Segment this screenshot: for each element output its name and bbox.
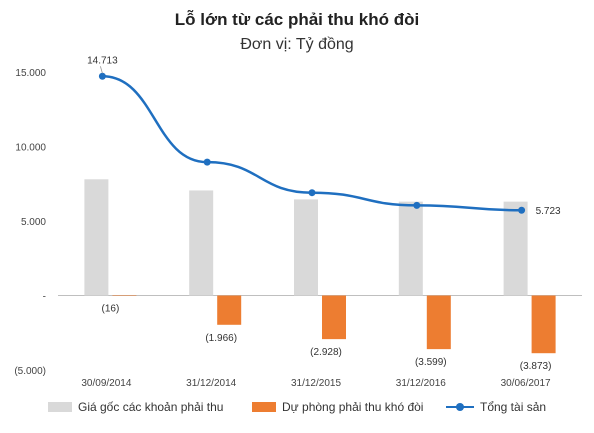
total-assets-point-4	[518, 206, 526, 214]
legend-item-cost: Giá gốc các khoản phải thu	[48, 400, 223, 414]
x-category-label-2: 31/12/2015	[291, 378, 341, 389]
chart-title: Lỗ lớn từ các phải thu khó đòi	[174, 10, 420, 29]
provision-data-label-3: (3.599)	[415, 357, 447, 368]
provision-data-label-1: (1.966)	[205, 333, 237, 344]
bar-provision-1	[217, 295, 242, 325]
bar-provision-0	[112, 295, 137, 296]
bar-cost-2	[294, 199, 318, 296]
total-assets-label-leader-0	[100, 66, 103, 74]
y-tick-label-3: -	[43, 292, 46, 303]
total-assets-line	[102, 75, 522, 212]
y-tick-label-1: 10.000	[15, 143, 46, 154]
provision-data-label-2: (2.928)	[310, 347, 342, 358]
legend-swatch-provision	[252, 402, 276, 412]
legend-item-provision: Dự phòng phải thu khó đòi	[252, 400, 423, 414]
legend-label-cost: Giá gốc các khoản phải thu	[78, 400, 224, 414]
bar-provision-3	[426, 295, 451, 350]
legend-item-total-assets: Tổng tài sản	[446, 400, 546, 414]
bar-provision-2	[322, 295, 346, 340]
total-assets-point-3	[413, 201, 421, 209]
x-category-label-0: 30/09/2014	[81, 378, 131, 389]
total-assets-point-2	[308, 189, 316, 197]
y-tick-label-4: (5.000)	[14, 366, 46, 377]
chart-legend: Giá gốc các khoản phải thu Dự phòng phải…	[0, 400, 594, 420]
provision-data-label-0: (16)	[102, 304, 120, 315]
legend-label-provision: Dự phòng phải thu khó đòi	[282, 400, 424, 414]
y-tick-label-2: 5.000	[21, 217, 46, 228]
bar-cost-0	[84, 179, 109, 296]
legend-swatch-total-assets	[446, 402, 474, 412]
x-category-label-3: 31/12/2016	[396, 378, 446, 389]
chart-subtitle: Đơn vị: Tỷ đồng	[240, 36, 354, 53]
total-assets-data-label-0: 14.713	[87, 55, 118, 66]
total-assets-point-1	[203, 158, 211, 166]
x-category-label-4: 30/06/2017	[501, 378, 551, 389]
total-assets-data-label-4: 5.723	[536, 206, 561, 217]
bar-cost-4	[503, 201, 528, 296]
bar-cost-3	[398, 201, 423, 296]
y-tick-label-0: 15.000	[15, 68, 46, 79]
bar-cost-1	[189, 190, 214, 296]
x-category-label-1: 31/12/2014	[186, 378, 236, 389]
provision-data-label-4: (3.873)	[520, 361, 552, 372]
total-assets-point-0	[98, 72, 106, 80]
legend-swatch-cost	[48, 402, 72, 412]
legend-label-total-assets: Tổng tài sản	[480, 400, 547, 414]
bar-provision-4	[531, 295, 556, 354]
